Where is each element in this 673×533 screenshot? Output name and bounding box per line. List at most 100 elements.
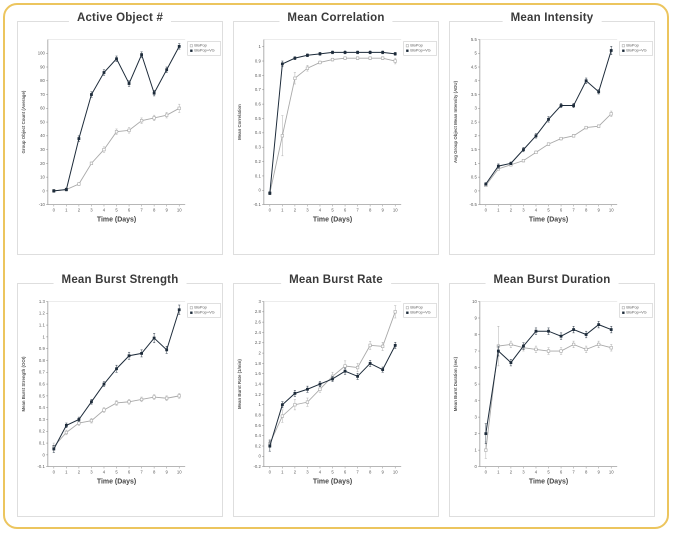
- legend-marker: [406, 49, 409, 52]
- chart-mean-burst-strength: Mean Burst Strength -0.1 0 0.1 0.2 0.3 0.4 0.5 0…: [17, 274, 223, 517]
- y-tick-label: 3: [474, 415, 477, 420]
- y-tick-label: 0.5: [471, 175, 478, 180]
- y-tick-label: 9: [474, 315, 477, 320]
- y-tick-label: 2.5: [471, 119, 478, 124]
- series-biopop-vg: [484, 321, 613, 444]
- data-point: [127, 354, 131, 358]
- data-point: [305, 400, 310, 404]
- data-point: [534, 150, 538, 154]
- x-tick-label: 3: [90, 470, 93, 475]
- data-point: [306, 387, 309, 391]
- x-tick-label: 1: [281, 470, 284, 475]
- y-tick-label: 1.5: [471, 147, 478, 152]
- legend-label: BioPop+VG: [626, 48, 646, 53]
- data-point: [77, 137, 81, 140]
- y-tick-label: -0.1: [38, 464, 46, 469]
- y-tick-label: 0.6: [39, 381, 46, 386]
- data-point: [584, 79, 588, 83]
- x-axis-label: Time (Days): [97, 217, 136, 224]
- y-tick-label: 1.3: [39, 299, 46, 304]
- legend-marker: [621, 44, 625, 48]
- data-point: [89, 161, 94, 165]
- y-tick-label: 20: [40, 161, 45, 166]
- data-point: [102, 148, 106, 152]
- y-tick-label: 5: [474, 381, 477, 386]
- data-point: [393, 343, 397, 347]
- x-tick-label: 1: [65, 470, 68, 475]
- data-point: [64, 423, 68, 427]
- data-point: [381, 56, 385, 60]
- x-tick-label: 6: [560, 470, 563, 475]
- y-axis-label: Mean Correlation: [237, 104, 242, 140]
- y-tick-label: 1.8: [255, 361, 262, 366]
- legend-marker: [190, 311, 193, 314]
- legend-box: [619, 303, 653, 318]
- y-tick-label: 1.2: [255, 392, 262, 397]
- data-point: [356, 56, 360, 60]
- data-point: [597, 90, 601, 94]
- data-point: [165, 348, 169, 352]
- series-biopop-vg: [484, 46, 613, 186]
- data-point: [356, 365, 360, 370]
- series-line: [269, 51, 396, 194]
- legend-box: [187, 303, 221, 318]
- legend-marker: [621, 306, 625, 310]
- data-point: [152, 91, 156, 95]
- x-axis-label: Time (Days): [313, 217, 352, 224]
- y-axis-label: Avg Group Object Mean Intensity (ADU): [453, 80, 458, 163]
- series-line: [269, 345, 396, 447]
- y-tick-label: 0.2: [255, 159, 262, 164]
- series-line: [53, 46, 180, 192]
- legend-label: BioPop: [410, 305, 423, 310]
- data-point: [293, 403, 297, 407]
- x-tick-label: 10: [609, 208, 614, 213]
- data-point: [127, 82, 131, 85]
- y-tick-label: 0.3: [255, 145, 262, 150]
- data-point: [597, 323, 601, 327]
- legend-marker: [405, 306, 409, 310]
- y-tick-label: 70: [40, 92, 45, 97]
- data-point: [368, 56, 372, 60]
- x-tick-label: 6: [128, 470, 131, 475]
- x-axis-label: Time (Days): [313, 479, 352, 486]
- data-point: [152, 116, 156, 120]
- chart-title: Mean Correlation: [279, 12, 393, 24]
- data-point: [52, 189, 56, 193]
- y-tick-label: 3.5: [471, 92, 478, 97]
- y-tick-label: 0: [258, 188, 261, 193]
- data-point: [331, 51, 334, 54]
- data-point: [368, 51, 372, 54]
- x-tick-label: 3: [306, 208, 309, 213]
- y-tick-label: 0.2: [39, 429, 46, 434]
- chart-mean-correlation: Mean Correlation -0.1 0 0.1 0.2 0.3 0.4 0.5 0.6 0…: [233, 12, 439, 255]
- y-tick-label: 0: [474, 188, 477, 193]
- y-axis-label: Group Object Count (Average): [21, 90, 26, 153]
- data-point: [547, 329, 550, 333]
- y-tick-label: 0.4: [255, 433, 262, 438]
- x-tick-label: 5: [115, 470, 118, 475]
- y-tick-label: 60: [40, 106, 45, 111]
- x-tick-label: 2: [294, 470, 297, 475]
- y-tick-label: 1: [474, 161, 477, 166]
- data-point: [597, 342, 601, 347]
- chart-canvas: -0.5 0 0.5 1 1.5 2 2.5 3 3.5 4 4.5 5 5.5 0 1 2 3 4 5 6 7 8 9 10…: [453, 37, 653, 224]
- legend-label: BioPop+VG: [194, 48, 214, 53]
- legend-box: [403, 303, 437, 318]
- data-point: [280, 414, 284, 418]
- y-tick-label: 4: [474, 398, 477, 403]
- data-point: [90, 400, 93, 404]
- x-tick-label: 5: [331, 208, 334, 213]
- data-point: [331, 377, 334, 381]
- x-tick-label: 9: [165, 208, 168, 213]
- y-tick-label: 0.6: [255, 423, 262, 428]
- data-point: [152, 395, 156, 399]
- data-point: [177, 394, 181, 398]
- legend-marker: [622, 49, 625, 52]
- data-point: [293, 76, 297, 80]
- y-tick-label: 0.3: [39, 417, 46, 422]
- y-tick-label: 1: [258, 44, 261, 49]
- y-tick-label: 5.5: [471, 37, 478, 42]
- y-tick-label: 1.6: [255, 371, 262, 376]
- y-tick-label: 10: [40, 175, 45, 180]
